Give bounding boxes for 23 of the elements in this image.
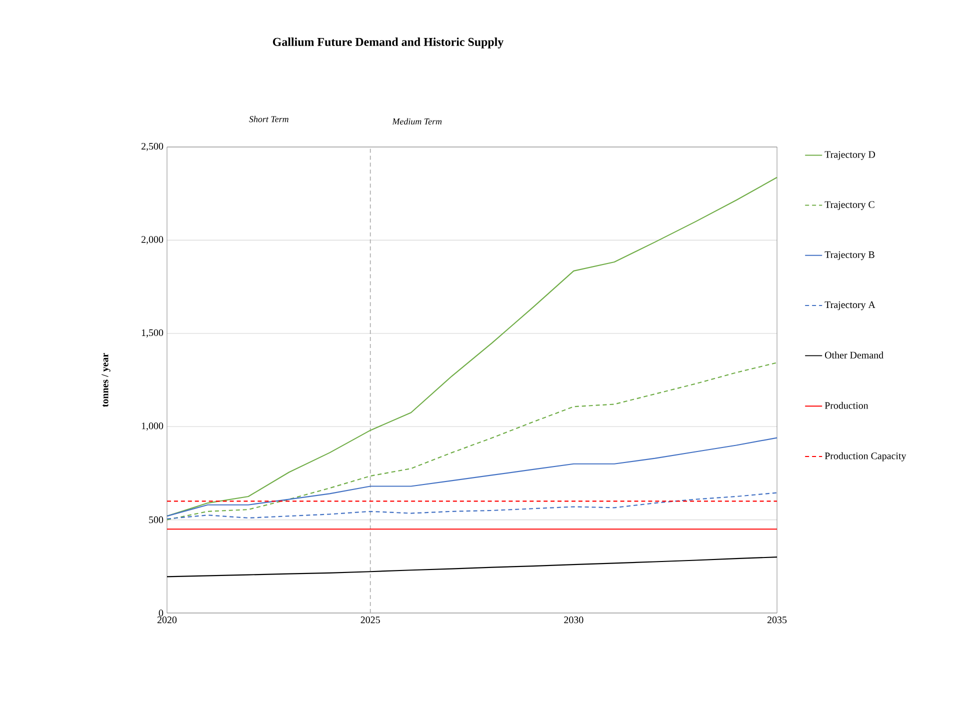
y-tick-label: 1,500 <box>142 329 164 338</box>
legend-label: Trajectory C <box>824 201 874 210</box>
text: Short Term <box>249 116 288 122</box>
line-series <box>166 437 778 517</box>
chart-title: Gallium Future Demand and Historic Supply <box>272 38 504 48</box>
legend-label: Production <box>824 402 868 409</box>
y-axis-title: tonnes / year <box>102 353 110 407</box>
legend-label: Other Demand <box>824 351 884 358</box>
legend-label: Trajectory A <box>824 301 876 310</box>
y-tick-label: 1,000 <box>142 422 164 431</box>
legend-label: Trajectory B <box>824 251 874 260</box>
y-tick-label: 2,500 <box>142 142 164 152</box>
text: Medium Term <box>392 118 442 125</box>
y-tick-label: 2,000 <box>142 236 164 244</box>
legend-label: Trajectory D <box>824 151 876 160</box>
x-tick-label: 2030 <box>564 616 584 624</box>
x-tick-label: 2035 <box>767 616 787 624</box>
x-tick-label: 2025 <box>360 616 380 624</box>
y-tick-label: 0 <box>158 610 164 616</box>
x-tick-label: 2020 <box>157 616 177 624</box>
legend-label: Production Capacity <box>824 452 906 462</box>
y-tick-label: 500 <box>149 516 164 524</box>
line-series <box>166 362 778 520</box>
